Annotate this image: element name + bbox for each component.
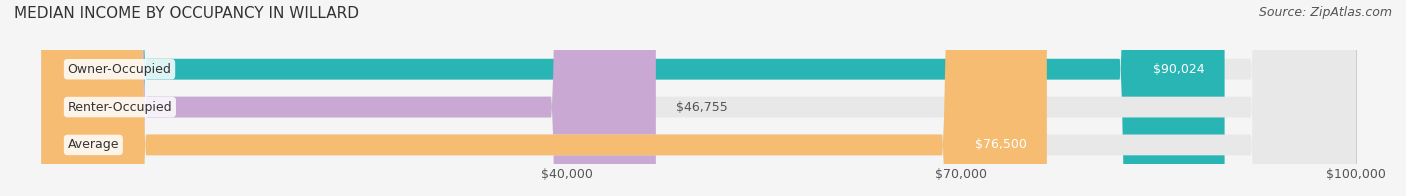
Text: MEDIAN INCOME BY OCCUPANCY IN WILLARD: MEDIAN INCOME BY OCCUPANCY IN WILLARD: [14, 6, 359, 21]
FancyBboxPatch shape: [41, 0, 1047, 196]
Text: $90,024: $90,024: [1153, 63, 1205, 76]
FancyBboxPatch shape: [41, 0, 1355, 196]
FancyBboxPatch shape: [41, 0, 1355, 196]
Text: $76,500: $76,500: [976, 138, 1028, 151]
FancyBboxPatch shape: [41, 0, 1355, 196]
Text: Average: Average: [67, 138, 120, 151]
Text: $46,755: $46,755: [675, 101, 727, 113]
Text: Source: ZipAtlas.com: Source: ZipAtlas.com: [1258, 6, 1392, 19]
Text: Owner-Occupied: Owner-Occupied: [67, 63, 172, 76]
FancyBboxPatch shape: [41, 0, 655, 196]
FancyBboxPatch shape: [41, 0, 1225, 196]
Text: Renter-Occupied: Renter-Occupied: [67, 101, 172, 113]
